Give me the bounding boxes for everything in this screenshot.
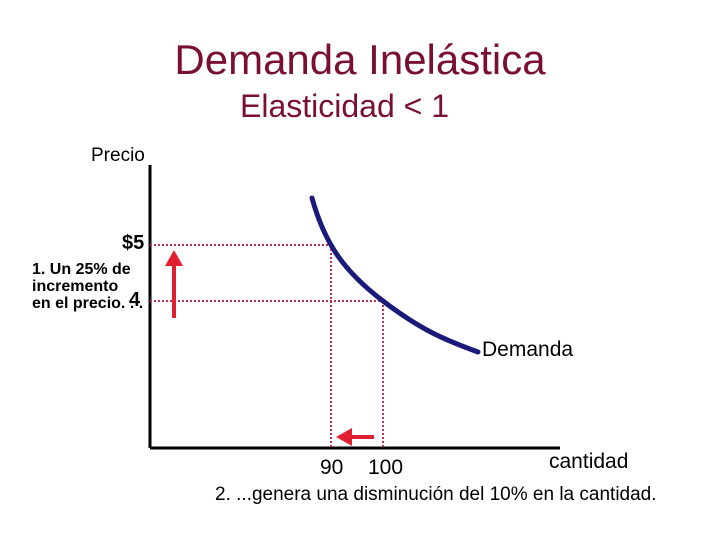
y-axis-label: Precio — [91, 145, 145, 166]
price-tick-5: $5 — [122, 232, 145, 254]
price-increase-annotation: 1. Un 25% de incremento en el precio. . … — [32, 261, 143, 312]
diagram-title: Demanda Inelástica — [174, 36, 546, 83]
quantity-tick-100: 100 — [368, 456, 404, 479]
annotation-1-line-1: 1. Un 25% de — [32, 261, 131, 278]
demand-curve-label: Demanda — [482, 338, 574, 361]
price-increase-arrowhead — [165, 250, 183, 266]
diagram-subtitle: Elasticidad < 1 — [240, 88, 450, 124]
demand-curve — [309, 195, 481, 355]
quantity-tick-90: 90 — [320, 456, 344, 479]
x-axis-label: cantidad — [549, 450, 629, 473]
price-tick-4: 4 — [129, 289, 141, 311]
annotation-1-line-3: en el precio. . . — [32, 295, 144, 312]
quantity-decrease-annotation: 2. ...genera una disminución del 10% en … — [215, 484, 657, 505]
annotation-1-line-2: incremento — [32, 278, 119, 295]
quantity-decrease-arrowhead — [336, 428, 352, 446]
